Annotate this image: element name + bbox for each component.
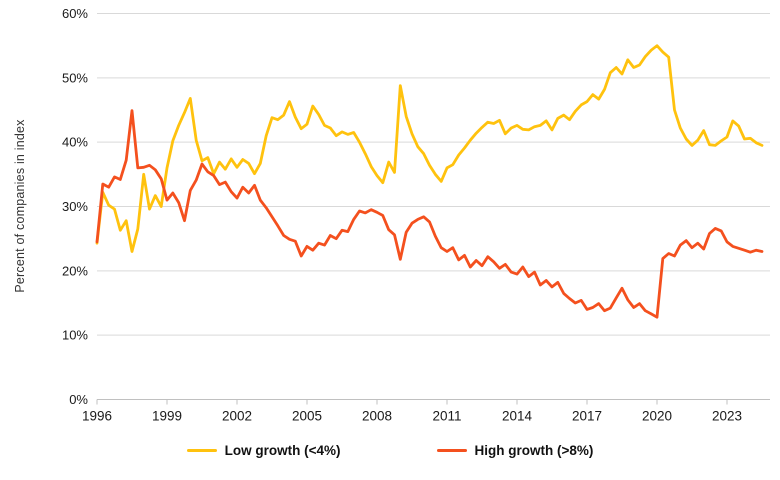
legend-label-high-growth: High growth (>8%) [474, 443, 594, 458]
x-tick-label: 2008 [362, 409, 392, 424]
y-tick-label: 40% [62, 135, 88, 150]
y-tick-label: 60% [62, 6, 88, 21]
chart-legend: Low growth (<4%) High growth (>8%) [0, 443, 780, 458]
high-growth-line-swatch [436, 449, 467, 452]
y-axis-title: Percent of companies in index [13, 119, 27, 293]
x-tick-label: 2011 [432, 409, 461, 424]
y-tick-label: 10% [62, 328, 88, 343]
y-tick-label: 20% [62, 263, 88, 278]
legend-item-high-growth: High growth (>8%) [436, 443, 594, 458]
x-tick-label: 1999 [152, 409, 182, 424]
y-tick-label: 30% [62, 199, 88, 214]
legend-label-low-growth: Low growth (<4%) [224, 443, 341, 458]
x-tick-label: 2017 [572, 409, 602, 424]
x-tick-label: 2023 [712, 409, 742, 424]
x-tick-label: 1996 [82, 409, 112, 424]
x-tick-label: 2005 [292, 409, 322, 424]
y-tick-label: 0% [69, 392, 88, 407]
legend-item-low-growth: Low growth (<4%) [186, 443, 341, 458]
x-tick-label: 2014 [502, 409, 533, 424]
series-line-low-growth [95, 44, 764, 253]
growth-line-chart: 1996 1999 2002 2005 2008 2011 2014 2017 2020 2023… [62, 6, 770, 424]
y-tick-label: 50% [62, 70, 88, 85]
x-tick-label: 2002 [222, 409, 252, 424]
x-tick-label: 2020 [642, 409, 672, 424]
low-growth-line-swatch [186, 449, 217, 452]
series-line-high-growth [95, 109, 764, 319]
